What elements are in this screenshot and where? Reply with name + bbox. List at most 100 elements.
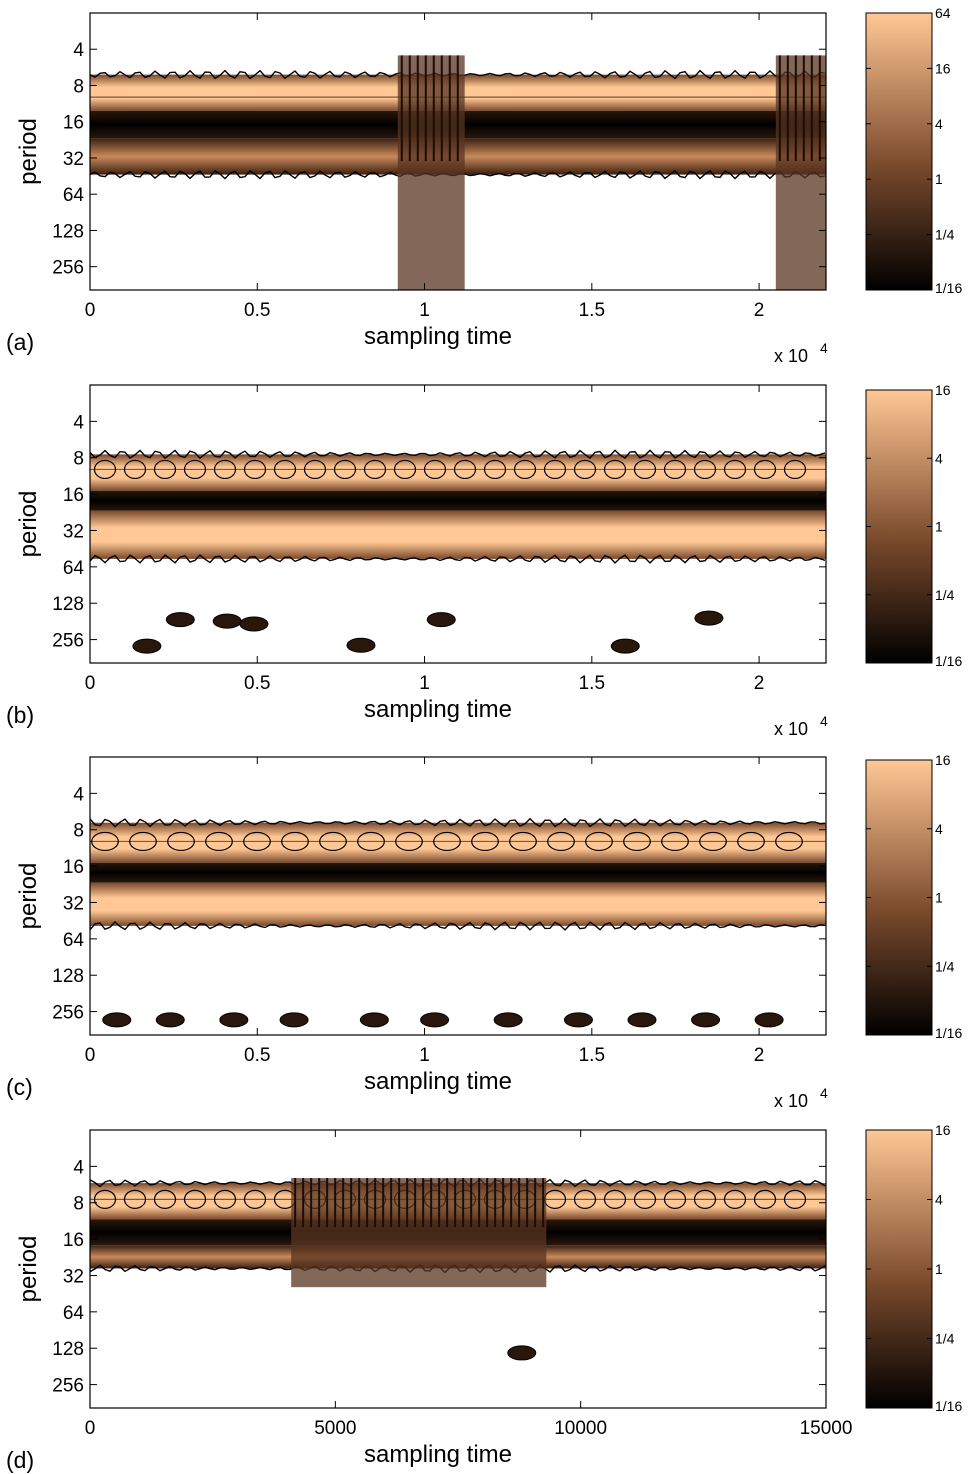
power-blob: [239, 616, 269, 632]
power-blob: [219, 1012, 249, 1028]
panel-label: (b): [6, 702, 34, 728]
panel-label: (a): [6, 329, 34, 355]
oscillation-contour: [183, 1189, 207, 1209]
oscillation-contour: [363, 459, 387, 480]
x-tick-label: 1: [419, 673, 430, 694]
y-tick-label: 16: [63, 113, 84, 134]
y-tick-label: 4: [73, 40, 84, 61]
y-axis-title: period: [15, 863, 42, 930]
colorbar-tick-label: 4: [935, 821, 943, 837]
heatmap-content: [90, 55, 826, 290]
x-tick-label: 0: [85, 1045, 96, 1066]
power-blob: [493, 1012, 523, 1028]
heatmap-content: [90, 449, 826, 654]
power-band: [90, 862, 826, 883]
oscillation-contour: [91, 831, 119, 852]
x-multiplier: x 10: [774, 346, 808, 366]
oscillation-contour: [753, 1189, 777, 1209]
band-edge-contour: [90, 449, 826, 460]
power-blob: [507, 1345, 537, 1361]
y-tick-label: 256: [52, 631, 84, 652]
band-edge-contour: [90, 554, 826, 564]
oscillation-contour: [633, 459, 657, 480]
x-tick-label: 10000: [554, 1418, 607, 1439]
x-multiplier: x 10: [774, 719, 808, 739]
oscillation-contour: [183, 459, 207, 480]
colorbar-tick-label: 16: [935, 752, 951, 768]
x-tick-label: 15000: [800, 1418, 853, 1439]
colorbar-tick-label: 1/4: [935, 227, 955, 243]
panel-label: (c): [6, 1074, 33, 1100]
oscillation-contour: [123, 1189, 147, 1209]
y-tick-label: 32: [63, 149, 84, 170]
colorbar-tick-label: 1: [935, 890, 943, 906]
colorbar-tick-label: 1: [935, 519, 943, 535]
oscillation-contour: [585, 831, 613, 852]
x-multiplier-exponent: 4: [820, 1085, 828, 1101]
y-tick-label: 4: [73, 784, 84, 805]
oscillation-contour: [303, 459, 327, 480]
oscillation-contour: [357, 831, 385, 852]
oscillation-contour: [693, 1189, 717, 1209]
y-tick-label: 128: [52, 594, 84, 615]
oscillation-contour: [213, 459, 237, 480]
oscillation-contour: [663, 1189, 687, 1209]
axes-frame: [89, 1129, 827, 1409]
power-blob: [359, 1012, 389, 1028]
power-band: [90, 822, 826, 863]
y-tick-label: 8: [73, 76, 84, 97]
x-multiplier: x 10: [774, 1091, 808, 1111]
colorbar-tick-label: 4: [935, 450, 943, 466]
power-blob: [691, 1012, 721, 1028]
colorbar-tick-label: 1/4: [935, 1331, 955, 1347]
colorbar-tick-label: 1/16: [935, 653, 962, 669]
oscillation-contour: [509, 831, 537, 852]
power-blob: [563, 1012, 593, 1028]
power-blob: [165, 612, 195, 628]
power-blob: [346, 637, 376, 653]
colorbar-tick-label: 1: [935, 1261, 943, 1277]
oscillation-contour: [661, 831, 689, 852]
y-tick-label: 64: [63, 185, 85, 206]
colorbar-tick-label: 1/16: [935, 1398, 962, 1414]
oscillation-contour: [433, 831, 461, 852]
x-tick-label: 0.5: [244, 1045, 270, 1066]
y-tick-label: 64: [63, 1303, 85, 1324]
x-tick-label: 1: [419, 300, 430, 321]
axes-frame: [89, 12, 827, 291]
colorbar-tick-label: 16: [935, 382, 951, 398]
power-blob: [102, 1012, 132, 1028]
colorbar-tick-label: 1/16: [935, 1025, 962, 1041]
y-tick-label: 256: [52, 1003, 84, 1024]
y-tick-label: 8: [73, 449, 84, 470]
y-tick-label: 16: [63, 1230, 84, 1251]
oscillation-contour: [483, 459, 507, 480]
x-tick-label: 2: [754, 300, 765, 321]
y-tick-label: 128: [52, 1339, 84, 1360]
power-blob: [754, 1012, 784, 1028]
colorbar-tick-label: 1: [935, 171, 943, 187]
oscillation-contour: [775, 831, 803, 852]
oscillation-contour: [753, 459, 777, 480]
colorbar-tick-label: 64: [935, 5, 951, 21]
oscillation-contour: [281, 831, 309, 852]
oscillation-contour: [243, 459, 267, 480]
colorbar-tick-label: 1/4: [935, 587, 955, 603]
x-axis-title: sampling time: [364, 1441, 512, 1468]
y-tick-label: 8: [73, 821, 84, 842]
y-tick-label: 4: [73, 412, 84, 433]
burst-region: [291, 1178, 547, 1288]
power-blob: [694, 610, 724, 626]
colorbar-tick-label: 16: [935, 1122, 951, 1138]
oscillation-contour: [513, 459, 537, 480]
oscillation-contour: [783, 1189, 807, 1209]
band-edge-contour: [90, 921, 826, 931]
power-blob: [155, 1012, 185, 1028]
power-blob: [627, 1012, 657, 1028]
y-tick-label: 64: [63, 930, 85, 951]
y-tick-label: 16: [63, 857, 84, 878]
x-axis-title: sampling time: [364, 696, 512, 723]
